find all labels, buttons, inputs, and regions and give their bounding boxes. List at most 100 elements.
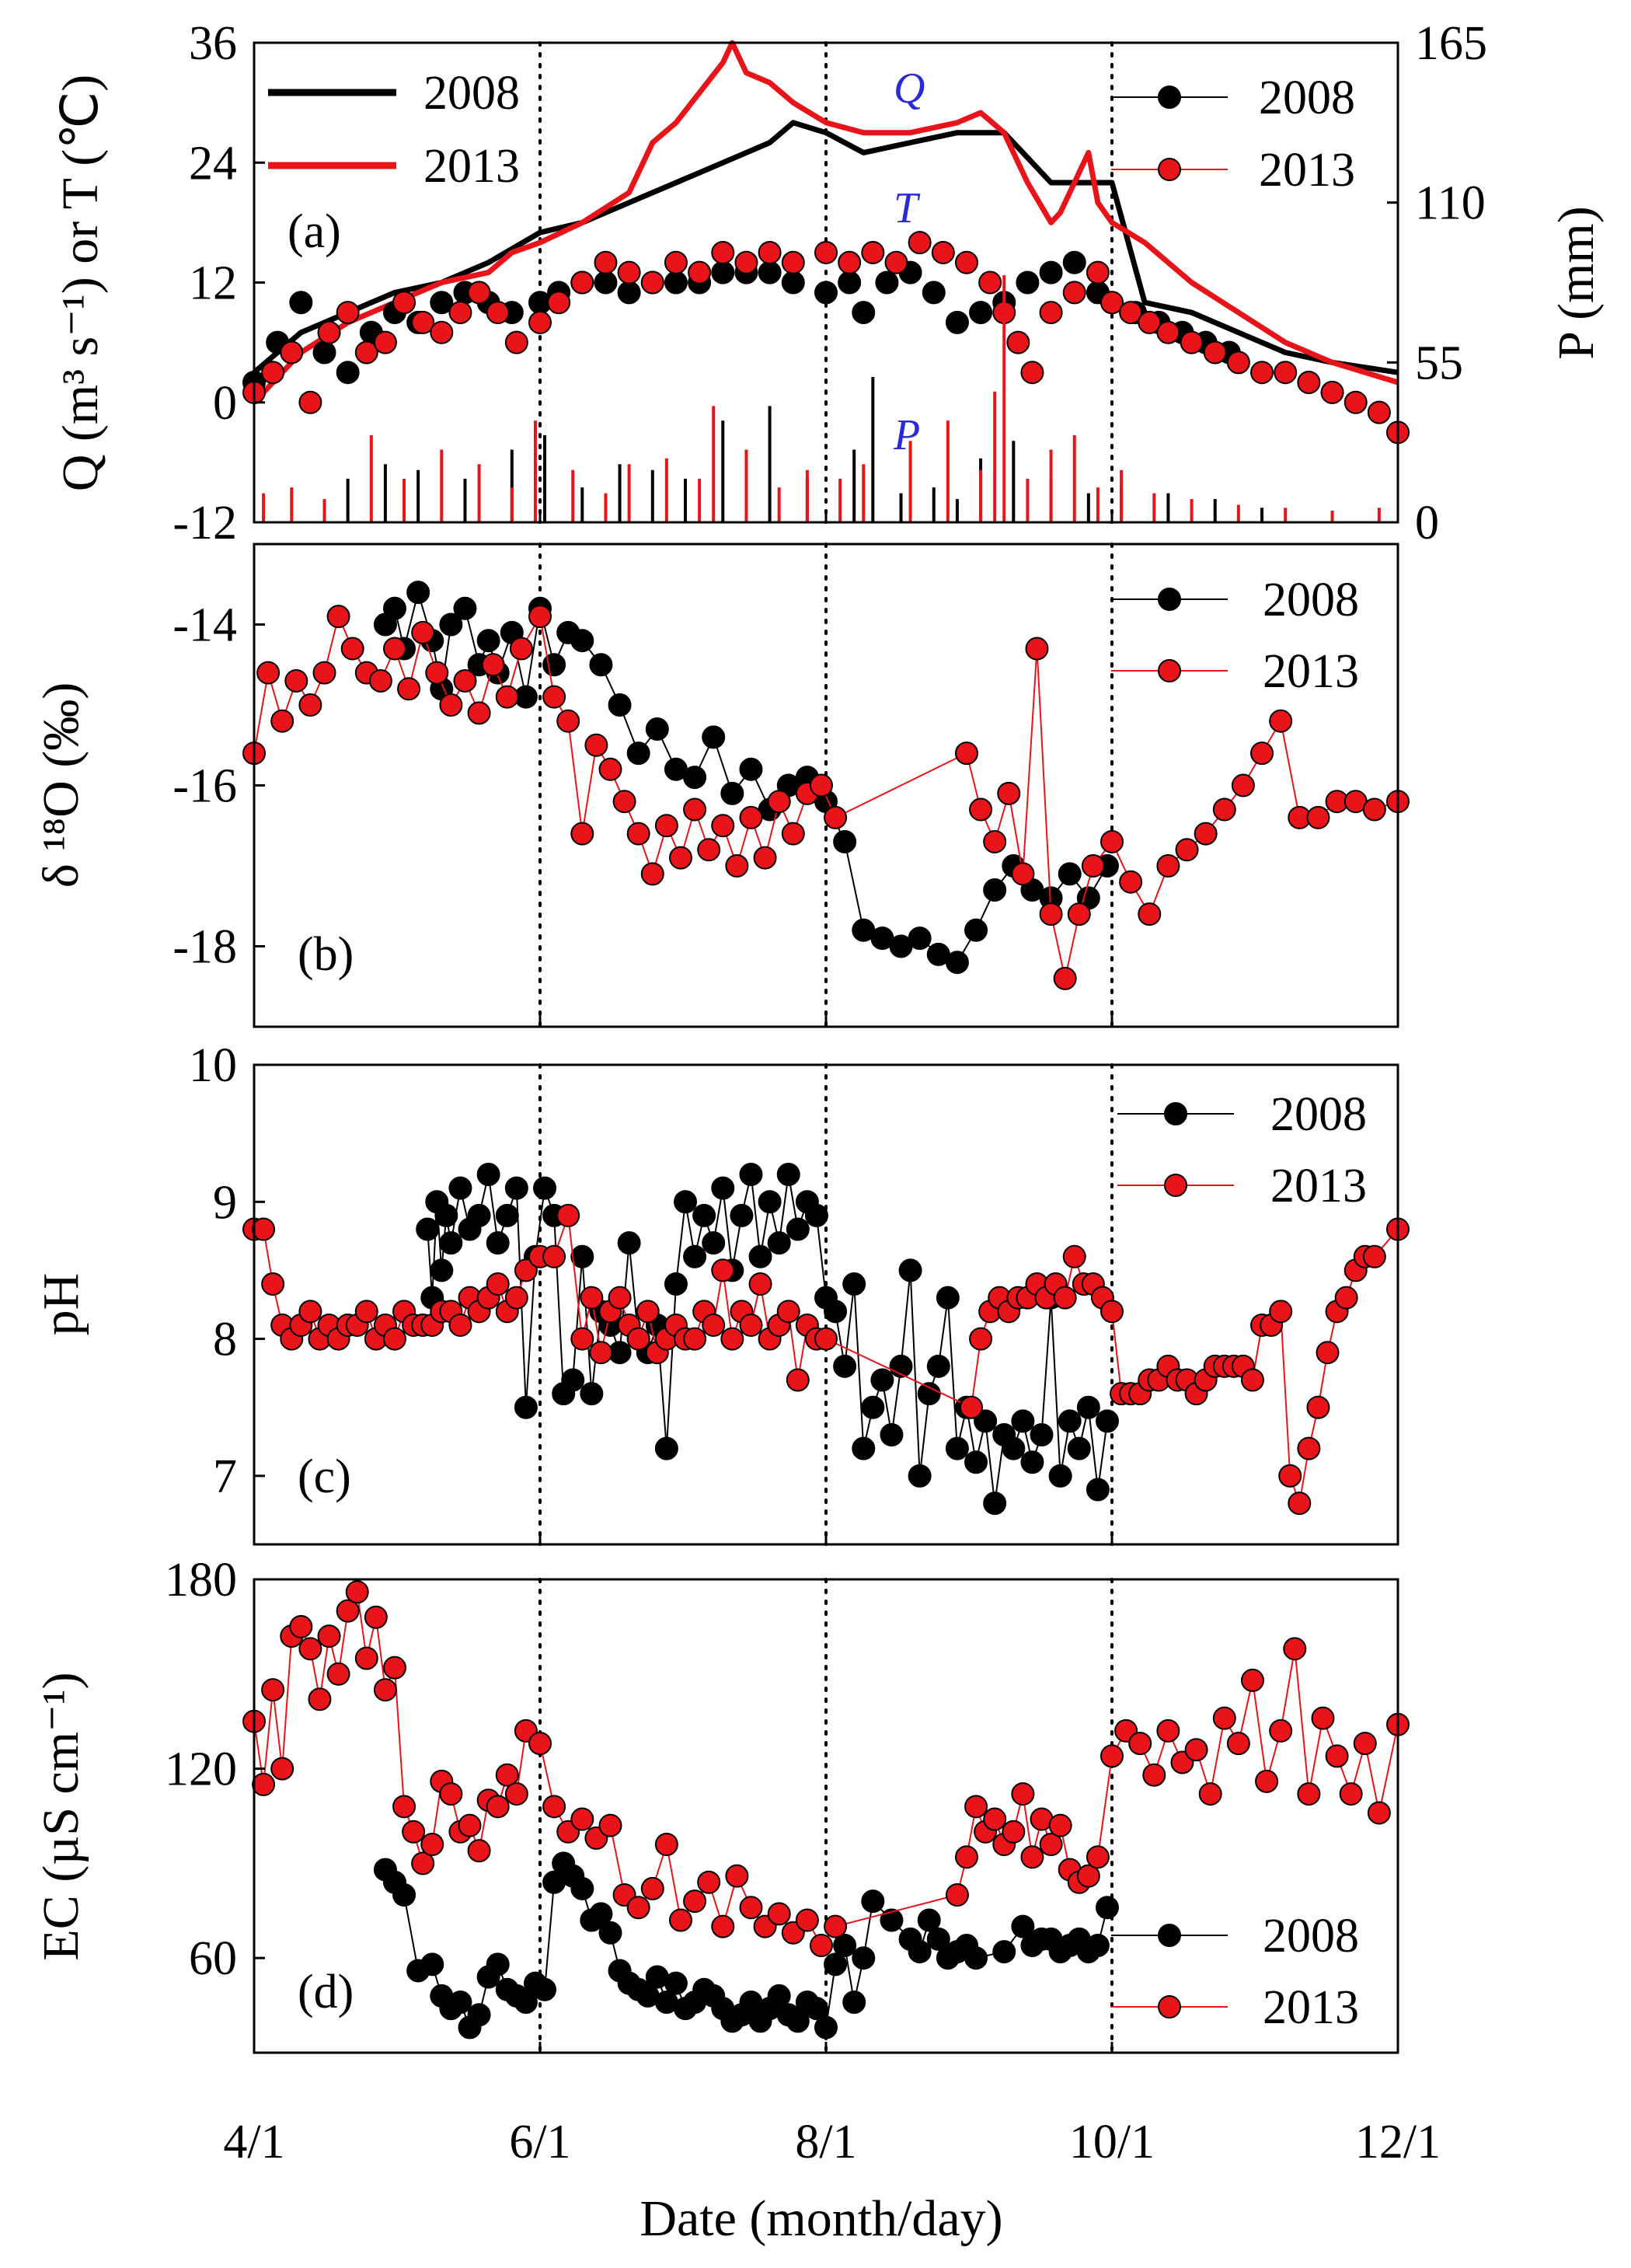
data-point-2013	[542, 1795, 566, 1819]
data-point-2008	[580, 1382, 604, 1406]
data-point-2013	[983, 829, 1007, 853]
legend-b-label-2013: 2013	[1263, 645, 1359, 698]
data-point-2008	[692, 1203, 716, 1227]
legend-d-marker-2013	[1158, 1995, 1181, 2019]
data-point-2008	[804, 1203, 828, 1227]
data-point-2013	[1002, 1820, 1026, 1844]
data-point-2008	[1095, 1409, 1119, 1433]
data-point-2008	[804, 1997, 828, 2021]
t-annotation: T	[894, 184, 921, 232]
y-tick-label: 120	[165, 1743, 237, 1796]
data-point-2013	[1142, 1763, 1166, 1787]
data-point-2013	[908, 231, 932, 255]
data-point-2008	[1016, 270, 1040, 295]
data-point-2008	[617, 1231, 641, 1255]
data-point-2013	[776, 1300, 800, 1324]
data-point-2008	[880, 1908, 904, 1932]
data-point-2013	[1119, 301, 1143, 325]
data-point-2013	[1269, 1300, 1293, 1324]
data-point-2008	[758, 260, 782, 284]
data-point-2013	[884, 250, 908, 274]
data-point-2013	[1362, 1244, 1386, 1268]
legend-line-label-2013: 2013	[423, 140, 520, 193]
data-point-2008	[1058, 1409, 1082, 1433]
data-point-2013	[392, 291, 416, 315]
data-point-2013	[298, 1637, 322, 1661]
data-point-2013	[1325, 1744, 1349, 1768]
data-point-2008	[992, 1940, 1016, 1964]
data-point-2013	[983, 1807, 1007, 1831]
data-point-2013	[654, 814, 678, 838]
data-point-2013	[954, 250, 978, 274]
legend-c-label-2008: 2008	[1270, 1088, 1367, 1141]
data-point-2013	[280, 340, 304, 365]
data-point-2008	[833, 1933, 857, 1957]
data-point-2008	[570, 1244, 594, 1268]
data-point-2008	[1030, 1422, 1054, 1446]
data-point-2013	[758, 240, 782, 264]
data-point-2013	[1076, 1864, 1100, 1888]
data-point-2008	[1095, 1896, 1119, 1920]
data-point-2008	[824, 1952, 848, 1977]
panel-d: 60 120 180 EC (µS cm⁻¹) (d) 2008 2013	[33, 1554, 1410, 2054]
x-tick-label: 4/1	[223, 2116, 284, 2169]
data-point-2008	[1002, 1436, 1026, 1460]
data-point-2008	[852, 301, 876, 325]
data-point-2013	[528, 605, 552, 629]
data-point-2013	[584, 733, 608, 757]
data-point-2008	[833, 1354, 857, 1378]
data-point-2008	[336, 361, 360, 385]
data-point-2013	[298, 390, 322, 414]
data-point-2013	[739, 1896, 763, 1920]
data-point-2013	[317, 320, 341, 344]
data-point-2013	[1048, 1813, 1072, 1837]
y-tick-label: -16	[173, 760, 237, 813]
data-point-2013	[317, 1624, 341, 1649]
data-point-2013	[289, 1614, 313, 1638]
data-point-2013	[495, 685, 519, 709]
data-point-2008	[467, 1203, 491, 1227]
data-point-2013	[1053, 1286, 1077, 1310]
data-point-2013	[458, 1813, 482, 1837]
data-point-2008	[683, 766, 707, 790]
data-point-2008	[1039, 260, 1063, 284]
data-point-2008	[945, 1436, 969, 1460]
data-point-2008	[430, 1258, 454, 1282]
data-point-2013	[1339, 1782, 1363, 1806]
panel-c-label: (c)	[298, 1450, 351, 1503]
data-point-2008	[430, 291, 454, 315]
data-point-2008	[781, 270, 805, 295]
data-point-2008	[964, 1450, 988, 1474]
data-point-2013	[1283, 1637, 1307, 1661]
data-point-2013	[514, 1258, 538, 1282]
data-point-2013	[1180, 330, 1204, 354]
data-point-2008	[852, 1436, 876, 1460]
data-point-2013	[636, 1300, 660, 1324]
y-tick-label: 0	[213, 377, 237, 430]
data-point-2013	[697, 838, 721, 862]
data-point-2013	[1297, 1436, 1321, 1460]
data-point-2013	[781, 250, 805, 274]
panel-a: -12 0 12 24 36 0 55 110 165 Q (m³ s⁻¹) or T (℃)…	[52, 17, 1605, 550]
data-point-2013	[252, 1217, 276, 1241]
data-point-2008	[969, 301, 993, 325]
data-point-2013	[954, 1845, 978, 1869]
data-point-2008	[908, 1940, 932, 1964]
panel-b-data	[242, 543, 1410, 1028]
legend-b-label-2008: 2008	[1263, 574, 1359, 626]
data-point-2013	[1343, 390, 1368, 414]
data-point-2013	[1100, 291, 1124, 315]
legend-marker-2013	[1158, 158, 1181, 181]
data-point-2008	[945, 951, 969, 975]
data-point-2008	[617, 281, 641, 305]
data-point-2013	[1039, 1833, 1063, 1857]
panel-c-y-axis-title: pH	[33, 1273, 89, 1336]
data-point-2008	[382, 596, 406, 620]
data-point-2013	[1334, 1286, 1358, 1310]
data-point-2013	[439, 1782, 463, 1806]
data-point-2008	[702, 725, 726, 749]
data-point-2008	[626, 741, 650, 766]
data-point-2008	[776, 1163, 800, 1187]
data-point-2013	[397, 677, 421, 701]
data-point-2013	[1062, 1244, 1086, 1268]
